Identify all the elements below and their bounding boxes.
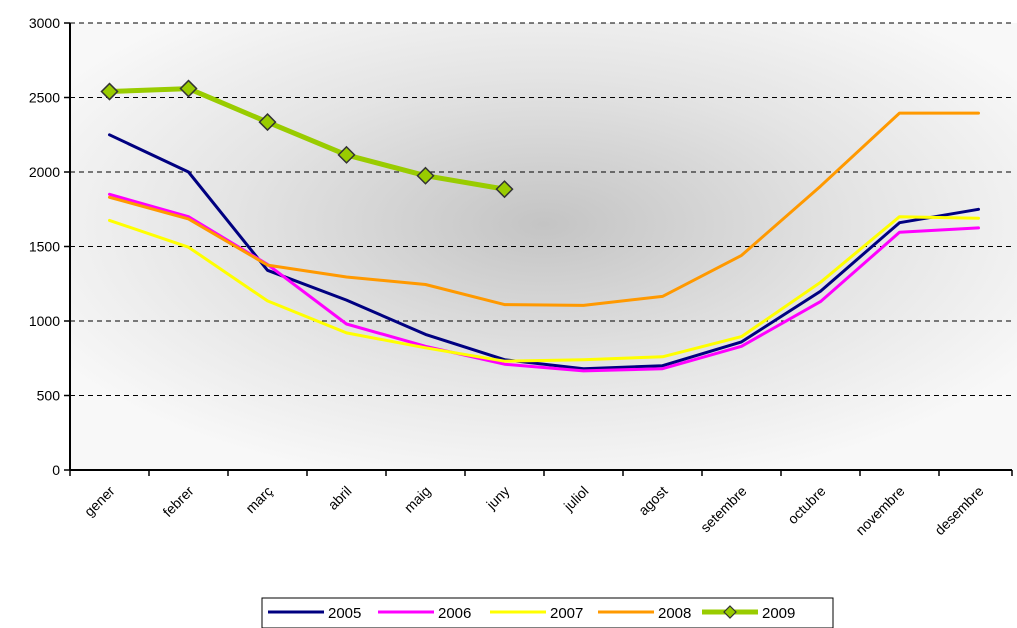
y-tick-label: 500 [37, 388, 61, 404]
series-line-2007 [108, 215, 980, 363]
x-tick-label: juliol [560, 483, 592, 515]
x-tick-label: novembre [852, 483, 907, 538]
y-axis-ticks: 0 500 1000 1500 2000 2500 3000 [29, 15, 70, 478]
legend-marker-2009 [723, 605, 737, 619]
series-line-2005 [108, 133, 980, 371]
series-lines [100, 79, 980, 373]
data-point-2009 [495, 180, 514, 199]
legend-label-2005: 2005 [328, 605, 361, 622]
legend: 2005 2006 2007 2008 2009 [261, 597, 834, 628]
data-point-2009 [100, 82, 119, 101]
series-line-2009 [107, 86, 507, 192]
x-tick-label: octubre [784, 483, 828, 527]
x-tick-label: abril [325, 483, 355, 513]
legend-label-2009: 2009 [762, 605, 795, 622]
x-tick-label: maig [401, 483, 434, 516]
y-tick-label: 0 [52, 462, 60, 478]
legend-label-2007: 2007 [550, 605, 583, 622]
y-tick-label: 2000 [29, 164, 60, 180]
x-tick-label: agost [635, 483, 671, 519]
y-tick-label: 3000 [29, 15, 60, 31]
x-tick-label: febrer [159, 483, 196, 520]
legend-label-2008: 2008 [658, 605, 691, 622]
y-tick-label: 1000 [29, 313, 60, 329]
gridlines [70, 22, 1012, 396]
x-tick-label: desembre [931, 483, 986, 538]
y-tick-label: 1500 [29, 239, 60, 255]
data-point-2009 [416, 166, 435, 185]
data-point-2009 [258, 113, 277, 132]
x-tick-label: setembre [697, 483, 750, 536]
legend-label-2006: 2006 [438, 605, 471, 622]
x-tick-label: març [242, 483, 275, 516]
x-tick-label: juny [482, 483, 512, 513]
y-tick-label: 2500 [29, 90, 60, 106]
series-line-2008 [108, 111, 980, 307]
data-point-2009 [337, 145, 356, 164]
x-axis-ticks: gener febrer març abril maig juny juliol agost s… [69, 470, 1013, 538]
x-tick-label: gener [81, 483, 118, 520]
data-point-2009 [179, 79, 198, 98]
